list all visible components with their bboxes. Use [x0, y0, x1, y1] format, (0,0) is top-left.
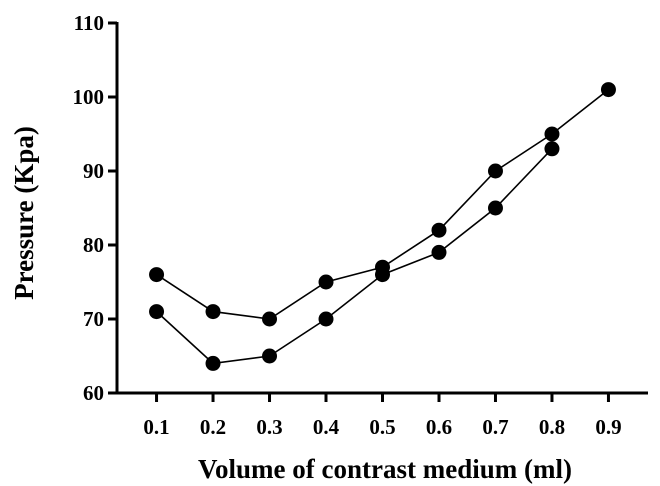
y-tick-label: 100: [73, 85, 105, 109]
x-ticks: 0.1 0.2 0.3 0.4 0.5 0.6 0.7 0.8 0.9: [143, 393, 622, 439]
data-point: [318, 274, 334, 290]
data-point: [149, 304, 165, 320]
data-point: [431, 222, 447, 238]
data-point: [318, 311, 334, 327]
x-tick-label: 0.8: [539, 415, 565, 439]
series-1: [149, 82, 616, 327]
x-tick-label: 0.2: [200, 415, 226, 439]
x-tick-label: 0.1: [143, 415, 169, 439]
series-layer: [149, 82, 616, 371]
x-tick-label: 0.4: [313, 415, 340, 439]
y-axis-title: Pressure (Kpa): [9, 126, 39, 300]
data-point: [544, 126, 560, 142]
y-tick-label: 70: [83, 307, 104, 331]
series-line: [156, 88, 609, 320]
x-tick-label: 0.7: [482, 415, 508, 439]
data-point: [205, 355, 221, 371]
data-point: [375, 267, 390, 283]
data-point: [600, 82, 616, 98]
axes: [115, 22, 648, 395]
x-axis-title: Volume of contrast medium (ml): [198, 454, 572, 484]
y-tick-label: 60: [83, 381, 104, 405]
data-point: [205, 304, 221, 320]
y-ticks: 60 70 80 90 100 110: [73, 11, 117, 405]
data-point: [431, 244, 447, 260]
data-point: [544, 141, 560, 157]
x-tick-label: 0.3: [256, 415, 282, 439]
data-point: [262, 311, 278, 327]
series-2: [149, 141, 560, 371]
y-tick-label: 80: [83, 233, 104, 257]
x-tick-label: 0.5: [369, 415, 395, 439]
data-point: [149, 267, 165, 283]
y-tick-label: 90: [83, 159, 104, 183]
y-tick-label: 110: [74, 11, 104, 35]
x-tick-label: 0.9: [595, 415, 621, 439]
x-tick-label: 0.6: [426, 415, 452, 439]
data-point: [262, 348, 278, 364]
data-point: [487, 163, 503, 179]
data-point: [487, 200, 503, 216]
series-line: [155, 148, 553, 365]
